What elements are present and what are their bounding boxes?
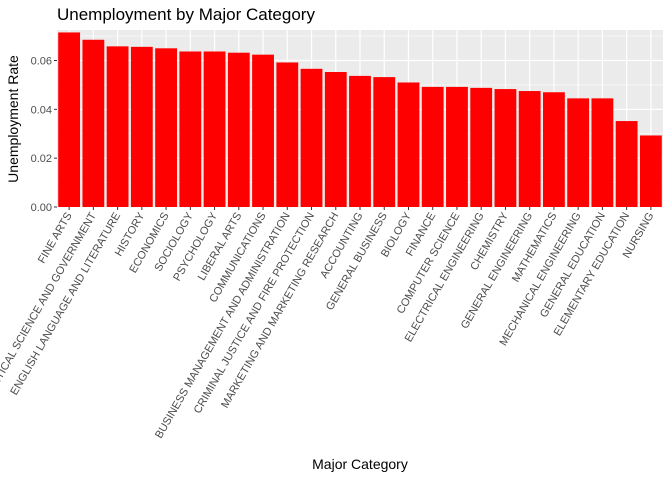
y-tick-label: 0.00 [31, 202, 52, 214]
bar [179, 51, 202, 208]
bar [591, 98, 614, 207]
bar [494, 89, 517, 207]
bar [567, 98, 590, 207]
y-tick-label: 0.06 [31, 56, 52, 68]
bar [639, 135, 662, 207]
bar [349, 75, 371, 207]
bar [421, 86, 444, 207]
chart-title: Unemployment by Major Category [57, 5, 315, 24]
y-axis: 0.00 0.02 0.04 0.06 [31, 56, 57, 214]
x-tick-label: ENGLISH LANGUAGE AND LITERATURE [8, 211, 123, 398]
bar [300, 68, 323, 207]
bar [227, 52, 250, 207]
bar [58, 32, 81, 208]
bar [324, 71, 347, 207]
bar [470, 87, 493, 207]
x-axis-title: Major Category [312, 456, 408, 472]
bar [82, 39, 105, 207]
x-tick-label: CRIMINAL JUSTICE AND FIRE PROTECTION [192, 210, 317, 415]
bar [446, 86, 468, 207]
bar [252, 54, 274, 208]
bar [106, 46, 129, 208]
bar [615, 121, 638, 207]
bar [518, 91, 541, 207]
y-axis-title: Unemployment Rate [5, 55, 21, 183]
bar [397, 82, 420, 207]
bar [203, 51, 226, 208]
bar [155, 48, 177, 207]
bar [543, 92, 565, 207]
bar [130, 46, 153, 207]
y-tick-label: 0.04 [31, 104, 52, 116]
bar [373, 77, 396, 207]
bar [276, 62, 299, 208]
bars [58, 32, 662, 208]
y-tick-label: 0.02 [31, 153, 52, 165]
